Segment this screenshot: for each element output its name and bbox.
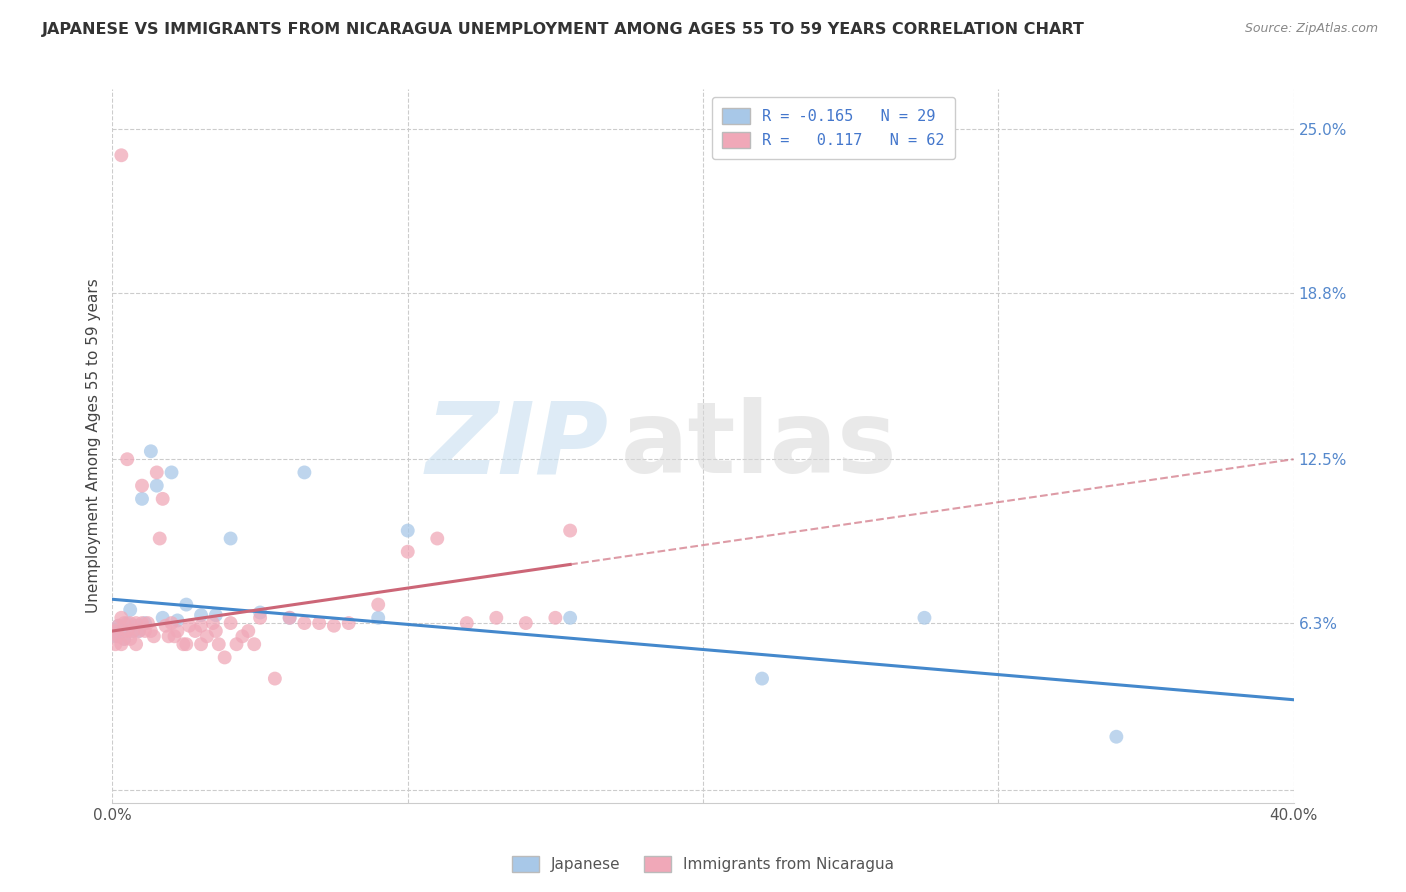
Point bbox=[110, 148, 132, 162]
Point bbox=[117, 624, 138, 638]
Point bbox=[163, 629, 186, 643]
Point bbox=[155, 618, 177, 632]
Point bbox=[214, 650, 236, 665]
Point bbox=[396, 545, 419, 559]
Point bbox=[190, 618, 212, 632]
Point bbox=[107, 618, 129, 632]
Point bbox=[174, 598, 197, 612]
Point bbox=[190, 608, 212, 623]
Point bbox=[184, 624, 207, 638]
Point bbox=[142, 629, 165, 643]
Point bbox=[110, 624, 132, 638]
Point bbox=[456, 616, 478, 631]
Point bbox=[125, 618, 148, 632]
Point bbox=[104, 637, 127, 651]
Text: ZIP: ZIP bbox=[426, 398, 609, 494]
Point bbox=[134, 624, 156, 638]
Text: JAPANESE VS IMMIGRANTS FROM NICARAGUA UNEMPLOYMENT AMONG AGES 55 TO 59 YEARS COR: JAPANESE VS IMMIGRANTS FROM NICARAGUA UN… bbox=[42, 22, 1085, 37]
Point bbox=[238, 624, 260, 638]
Point bbox=[426, 532, 449, 546]
Point bbox=[131, 478, 153, 492]
Point bbox=[107, 629, 129, 643]
Point bbox=[152, 491, 174, 506]
Point bbox=[112, 616, 135, 631]
Point bbox=[174, 637, 197, 651]
Point bbox=[120, 632, 142, 646]
Point bbox=[134, 616, 156, 631]
Point bbox=[104, 629, 127, 643]
Point bbox=[131, 491, 153, 506]
Point bbox=[292, 466, 315, 480]
Point bbox=[128, 624, 150, 638]
Point bbox=[146, 466, 169, 480]
Point bbox=[278, 611, 301, 625]
Point bbox=[112, 632, 135, 646]
Point bbox=[179, 618, 201, 632]
Point bbox=[125, 616, 148, 631]
Point bbox=[122, 624, 145, 638]
Point bbox=[166, 614, 188, 628]
Point bbox=[139, 624, 162, 638]
Point bbox=[107, 618, 129, 632]
Point bbox=[122, 624, 145, 638]
Point bbox=[219, 616, 242, 631]
Point bbox=[201, 616, 224, 631]
Point bbox=[219, 532, 242, 546]
Point bbox=[751, 672, 773, 686]
Point bbox=[149, 532, 172, 546]
Point bbox=[139, 444, 162, 458]
Point bbox=[225, 637, 247, 651]
Point bbox=[337, 616, 360, 631]
Point bbox=[146, 478, 169, 492]
Point bbox=[249, 611, 271, 625]
Point bbox=[367, 611, 389, 625]
Point bbox=[208, 637, 231, 651]
Point bbox=[110, 611, 132, 625]
Legend: Japanese, Immigrants from Nicaragua: Japanese, Immigrants from Nicaragua bbox=[503, 848, 903, 880]
Point bbox=[125, 637, 148, 651]
Point bbox=[110, 637, 132, 651]
Point bbox=[117, 452, 138, 467]
Point bbox=[117, 616, 138, 631]
Point bbox=[157, 629, 180, 643]
Point bbox=[190, 637, 212, 651]
Point bbox=[120, 616, 142, 631]
Point bbox=[131, 616, 153, 631]
Point bbox=[152, 611, 174, 625]
Y-axis label: Unemployment Among Ages 55 to 59 years: Unemployment Among Ages 55 to 59 years bbox=[86, 278, 101, 614]
Point bbox=[249, 606, 271, 620]
Point bbox=[485, 611, 508, 625]
Point bbox=[172, 637, 194, 651]
Point bbox=[914, 611, 936, 625]
Point bbox=[308, 616, 330, 631]
Point bbox=[544, 611, 567, 625]
Point bbox=[166, 624, 188, 638]
Point bbox=[278, 611, 301, 625]
Point bbox=[515, 616, 537, 631]
Point bbox=[160, 616, 183, 631]
Point bbox=[136, 616, 159, 631]
Point bbox=[112, 632, 135, 646]
Legend: R = -0.165   N = 29, R =   0.117   N = 62: R = -0.165 N = 29, R = 0.117 N = 62 bbox=[711, 97, 955, 159]
Text: Source: ZipAtlas.com: Source: ZipAtlas.com bbox=[1244, 22, 1378, 36]
Point bbox=[195, 629, 218, 643]
Point bbox=[367, 598, 389, 612]
Point bbox=[104, 624, 127, 638]
Point bbox=[120, 603, 142, 617]
Point bbox=[205, 608, 228, 623]
Point bbox=[1105, 730, 1128, 744]
Point bbox=[558, 611, 582, 625]
Point bbox=[205, 624, 228, 638]
Point bbox=[264, 672, 287, 686]
Point bbox=[323, 618, 346, 632]
Point bbox=[160, 466, 183, 480]
Point bbox=[396, 524, 419, 538]
Text: atlas: atlas bbox=[620, 398, 897, 494]
Point bbox=[231, 629, 253, 643]
Point bbox=[292, 616, 315, 631]
Point bbox=[558, 524, 582, 538]
Point bbox=[243, 637, 266, 651]
Point bbox=[128, 624, 150, 638]
